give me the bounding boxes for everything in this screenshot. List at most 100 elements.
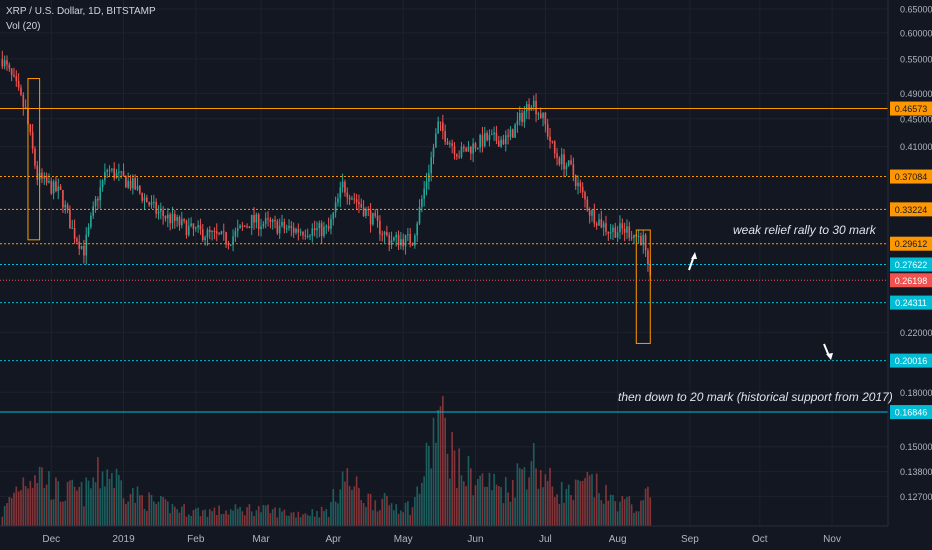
candle-body xyxy=(416,223,419,236)
candle-body xyxy=(267,218,269,220)
candle-body xyxy=(351,198,353,200)
candle-body xyxy=(451,143,453,147)
volume-indicator-label[interactable]: Vol (20) xyxy=(6,21,41,32)
volume-bar xyxy=(365,507,367,526)
price-tick-label: 0.60000 xyxy=(900,28,932,38)
volume-bar xyxy=(120,480,123,526)
volume-bar xyxy=(551,486,554,526)
candle-body xyxy=(36,165,39,180)
candle-body xyxy=(232,236,234,245)
volume-bar xyxy=(34,475,36,526)
volume-bar xyxy=(10,497,13,526)
price-tick-label: 0.12700 xyxy=(900,492,932,502)
candle-body xyxy=(532,100,535,107)
volume-bar xyxy=(204,509,206,526)
volume-bar xyxy=(302,514,304,526)
volume-bar xyxy=(642,500,645,526)
volume-bars xyxy=(1,396,652,526)
volume-bar xyxy=(530,461,533,526)
volume-bar xyxy=(614,501,617,526)
candle-body xyxy=(598,219,600,226)
volume-bar xyxy=(313,516,316,526)
candle-body xyxy=(647,250,649,265)
volume-bar xyxy=(640,500,642,526)
candle-body xyxy=(201,229,204,240)
level-label-bg xyxy=(890,353,932,368)
volume-bar xyxy=(108,478,111,526)
candle-body xyxy=(129,180,132,189)
candle-body xyxy=(432,147,435,158)
candle-body xyxy=(173,213,176,221)
volume-bar xyxy=(397,513,400,526)
level-label: 0.37084 xyxy=(895,172,928,182)
candle-body xyxy=(516,120,519,125)
candle-body xyxy=(393,237,395,241)
volume-bar xyxy=(511,479,514,526)
volume-bar xyxy=(183,503,185,526)
candle-body xyxy=(584,192,586,200)
volume-bar xyxy=(647,486,649,526)
volume-bar xyxy=(558,504,561,526)
candle-body xyxy=(220,231,223,235)
candle-body xyxy=(539,113,542,119)
candle-body xyxy=(229,244,232,246)
candle-body xyxy=(397,234,400,246)
symbol-title[interactable]: XRP / U.S. Dollar, 1D, BITSTAMP xyxy=(6,6,156,17)
volume-bar xyxy=(367,493,370,526)
volume-bar xyxy=(311,509,314,526)
volume-bar xyxy=(218,505,220,526)
volume-bar xyxy=(362,503,365,526)
candle-body xyxy=(453,146,456,155)
candle-body xyxy=(593,210,596,224)
candle-body xyxy=(339,187,342,199)
volume-bar xyxy=(15,486,18,526)
volume-bar xyxy=(197,507,199,526)
volume-bar xyxy=(525,489,528,526)
volume-bar xyxy=(246,507,248,526)
candle-body xyxy=(435,133,437,148)
volume-bar xyxy=(432,417,435,526)
volume-bar xyxy=(600,500,603,526)
candle-body xyxy=(446,141,449,145)
volume-bar xyxy=(430,468,432,526)
current-price-label-bg xyxy=(890,273,932,288)
candle-body xyxy=(106,170,109,172)
volume-bar xyxy=(635,511,638,526)
volume-bar xyxy=(348,486,351,526)
volume-bar xyxy=(178,512,181,526)
candle-body xyxy=(274,219,276,222)
volume-bar xyxy=(486,486,488,526)
volume-bar xyxy=(187,514,190,526)
volume-bar xyxy=(549,467,551,526)
volume-bar xyxy=(260,512,262,526)
volume-bar xyxy=(199,516,202,526)
volume-bar xyxy=(546,480,549,526)
volume-bar xyxy=(598,493,600,526)
level-label: 0.29612 xyxy=(895,239,928,249)
candle-body xyxy=(374,213,377,216)
volume-bar xyxy=(563,502,565,526)
candle-body xyxy=(621,223,624,229)
volume-bar xyxy=(446,453,449,526)
candle-body xyxy=(644,234,647,251)
volume-bar xyxy=(269,513,272,526)
volume-bar xyxy=(41,467,43,526)
candle-body xyxy=(544,112,547,125)
volume-bar xyxy=(166,501,169,526)
volume-bar xyxy=(143,508,146,526)
volume-bar xyxy=(304,513,307,526)
volume-bar xyxy=(393,510,395,526)
volume-bar xyxy=(579,481,582,526)
candle-body xyxy=(34,148,36,166)
candle-body xyxy=(390,240,393,245)
grid-lines xyxy=(0,0,888,526)
time-axis[interactable] xyxy=(0,526,932,550)
candle-body xyxy=(118,171,120,173)
candle-body xyxy=(409,234,412,244)
volume-bar xyxy=(29,480,32,526)
candle-body xyxy=(162,210,164,217)
candle-body xyxy=(442,122,444,132)
volume-bar xyxy=(220,514,223,526)
candle-body xyxy=(269,219,272,222)
